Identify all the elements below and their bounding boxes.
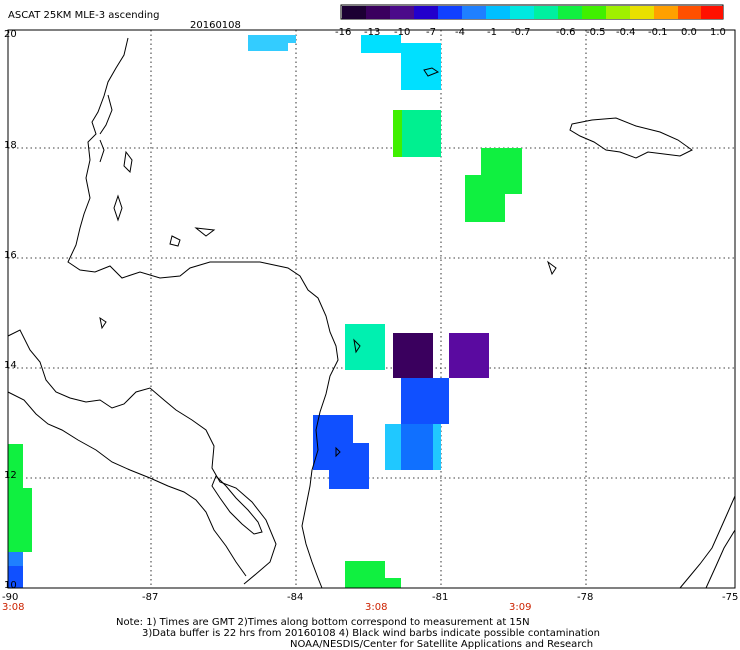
colorbar-label: -1 xyxy=(487,27,497,38)
wind-cell xyxy=(361,35,401,53)
colorbar-swatch xyxy=(510,6,534,19)
wind-cell xyxy=(401,378,449,424)
lat-label: 18 xyxy=(4,140,17,151)
time-label: 3:09 xyxy=(509,602,532,613)
note-line-2: 3)Data buffer is 22 hrs from 20160108 4)… xyxy=(142,628,600,639)
colorbar-swatch xyxy=(462,6,486,19)
wind-cell xyxy=(465,175,505,222)
wind-cell xyxy=(345,324,385,370)
colorbar-label: 0.0 xyxy=(681,27,697,38)
colorbar-swatch xyxy=(390,6,414,19)
colorbar-label: -0.1 xyxy=(648,27,668,38)
lon-label: -84 xyxy=(287,592,304,603)
colorbar-label: -0.7 xyxy=(511,27,531,38)
colorbar-swatch xyxy=(414,6,438,19)
wind-cell xyxy=(8,552,23,566)
wind-cell xyxy=(8,566,23,588)
colorbar-swatch xyxy=(534,6,558,19)
colorbar-swatch xyxy=(701,6,723,19)
colorbar-label: -16 xyxy=(335,27,352,38)
colorbar-label: -0.6 xyxy=(556,27,576,38)
lon-label: -81 xyxy=(432,592,449,603)
chart-date: 20160108 xyxy=(190,20,241,31)
wind-cell xyxy=(393,333,433,378)
colorbar-swatch xyxy=(366,6,390,19)
wind-cell xyxy=(385,578,401,588)
time-label: 3:08 xyxy=(365,602,388,613)
note-line-1: Note: 1) Times are GMT 2)Times along bot… xyxy=(116,617,530,628)
colorbar-label: -0.4 xyxy=(616,27,636,38)
wind-cell xyxy=(286,35,296,43)
colorbar-swatch xyxy=(558,6,582,19)
colorbar-swatch xyxy=(342,6,366,19)
colorbar-swatch xyxy=(582,6,606,19)
map-frame xyxy=(7,29,736,589)
lon-label: -78 xyxy=(577,592,594,603)
lat-label: 14 xyxy=(4,360,17,371)
lon-label: -90 xyxy=(2,592,19,603)
note-line-3: NOAA/NESDIS/Center for Satellite Applica… xyxy=(290,639,594,650)
lat-label: 20 xyxy=(4,29,17,40)
lat-label: 16 xyxy=(4,250,17,261)
colorbar-swatch xyxy=(654,6,678,19)
colorbar-label: -7 xyxy=(426,27,436,38)
colorbar-swatch xyxy=(630,6,654,19)
lat-lon-grid xyxy=(8,30,735,588)
lon-label: -75 xyxy=(722,592,739,603)
colorbar-label: -13 xyxy=(364,27,381,38)
colorbar-label: -4 xyxy=(455,27,465,38)
wind-cell xyxy=(329,443,369,489)
lat-label: 12 xyxy=(4,470,17,481)
wind-cells xyxy=(8,35,522,588)
colorbar-swatch xyxy=(606,6,630,19)
lat-label: 10 xyxy=(4,580,17,591)
wind-cell xyxy=(401,424,433,470)
coastlines xyxy=(7,37,736,589)
wind-cell xyxy=(345,561,385,588)
colorbar xyxy=(340,4,724,20)
chart-title: ASCAT 25KM MLE-3 ascending xyxy=(8,10,160,21)
colorbar-label: -10 xyxy=(394,27,411,38)
wind-cell xyxy=(248,35,288,51)
wind-cell xyxy=(449,333,489,378)
colorbar-swatch xyxy=(678,6,701,19)
time-label: 3:08 xyxy=(2,602,25,613)
wind-cell xyxy=(401,43,441,90)
wind-cell xyxy=(8,488,32,552)
wind-cell xyxy=(393,110,402,157)
colorbar-label: 1.0 xyxy=(710,27,726,38)
colorbar-swatch xyxy=(486,6,510,19)
colorbar-label: -0.5 xyxy=(586,27,606,38)
colorbar-swatch xyxy=(438,6,462,19)
lon-label: -87 xyxy=(142,592,159,603)
